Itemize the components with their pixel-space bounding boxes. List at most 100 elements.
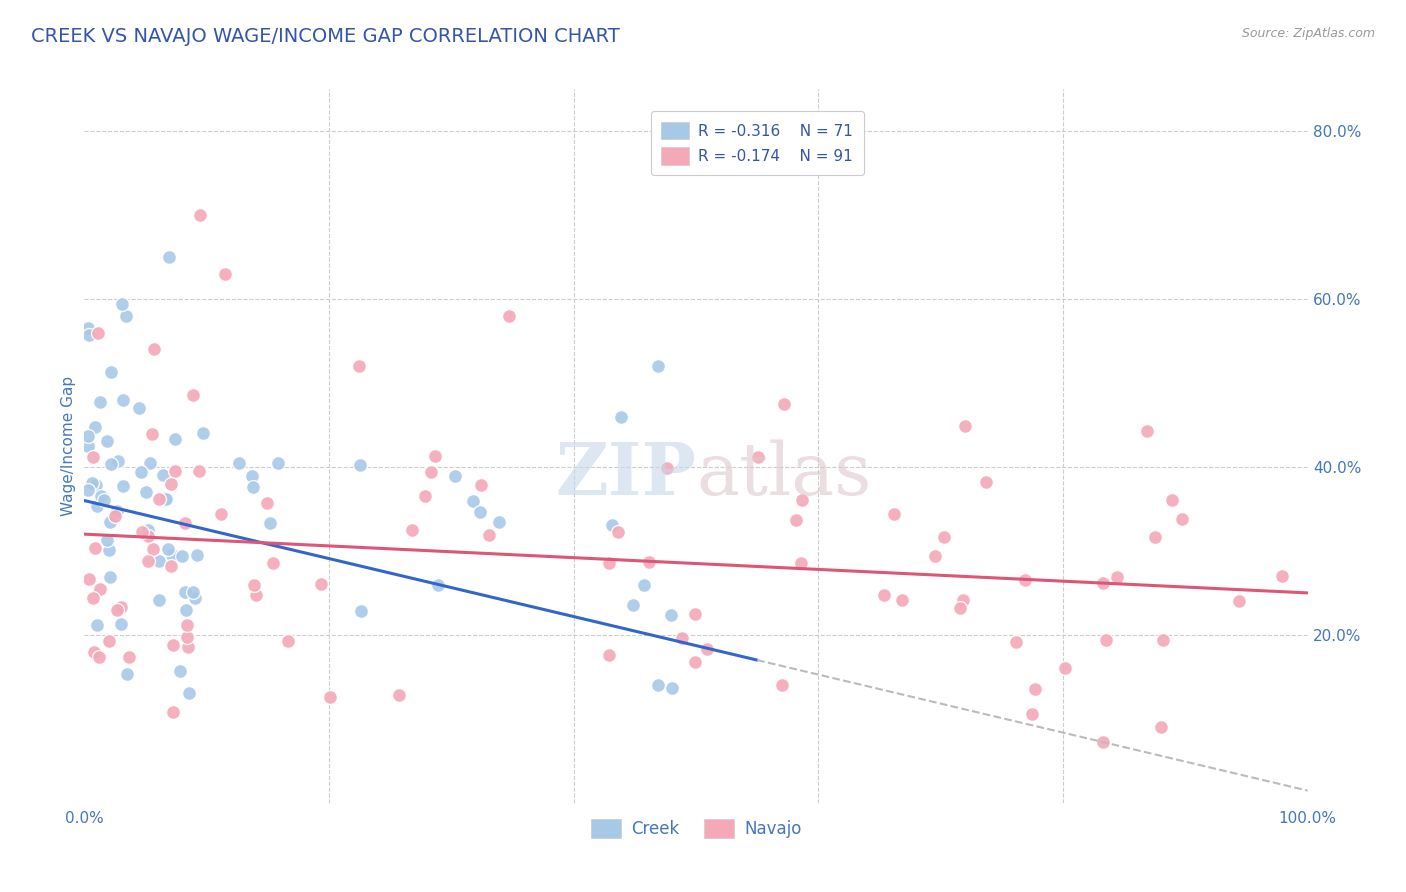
Point <box>461 493 484 508</box>
Point <box>266 456 288 470</box>
Point <box>177 640 200 655</box>
Point <box>498 309 520 323</box>
Point <box>891 593 914 607</box>
Point <box>470 505 492 519</box>
Point <box>136 554 159 568</box>
Point <box>135 484 157 499</box>
Point <box>89 395 111 409</box>
Point <box>191 426 214 441</box>
Point <box>623 598 645 612</box>
Point <box>148 491 170 506</box>
Point <box>155 492 177 507</box>
Point <box>160 559 183 574</box>
Point <box>96 533 118 547</box>
Point <box>100 365 122 379</box>
Point <box>1054 661 1077 675</box>
Text: Source: ZipAtlas.com: Source: ZipAtlas.com <box>1241 27 1375 40</box>
Point <box>129 465 152 479</box>
Point <box>245 588 267 602</box>
Point <box>84 420 107 434</box>
Point <box>1024 682 1046 697</box>
Point <box>318 690 340 704</box>
Point <box>349 604 371 618</box>
Point <box>256 496 278 510</box>
Point <box>747 450 769 465</box>
Point <box>157 250 180 264</box>
Point <box>420 465 443 479</box>
Point <box>186 548 208 562</box>
Point <box>1161 493 1184 508</box>
Point <box>413 489 436 503</box>
Point <box>79 328 101 343</box>
Point <box>176 631 198 645</box>
Point <box>117 650 139 665</box>
Point <box>80 475 103 490</box>
Point <box>785 513 807 527</box>
Point <box>100 457 122 471</box>
Point <box>77 483 100 497</box>
Point <box>162 705 184 719</box>
Point <box>181 387 204 401</box>
Point <box>349 458 371 472</box>
Point <box>89 582 111 596</box>
Point <box>131 524 153 539</box>
Point <box>426 577 449 591</box>
Point <box>924 549 946 564</box>
Point <box>128 401 150 416</box>
Point <box>242 469 264 483</box>
Point <box>1136 424 1159 438</box>
Point <box>607 524 630 539</box>
Point <box>82 591 104 606</box>
Point <box>773 397 796 411</box>
Point <box>683 607 706 621</box>
Point <box>1144 530 1167 544</box>
Point <box>98 515 121 529</box>
Point <box>86 499 108 513</box>
Point <box>162 638 184 652</box>
Point <box>671 631 693 645</box>
Point <box>141 426 163 441</box>
Point <box>115 667 138 681</box>
Point <box>190 208 212 222</box>
Point <box>932 530 955 544</box>
Point <box>661 681 683 696</box>
Point <box>107 454 129 468</box>
Point <box>90 489 112 503</box>
Point <box>148 593 170 607</box>
Point <box>872 588 894 602</box>
Point <box>77 429 100 443</box>
Point <box>98 633 121 648</box>
Point <box>401 523 423 537</box>
Point <box>1271 568 1294 582</box>
Point <box>174 603 197 617</box>
Text: atlas: atlas <box>696 439 872 510</box>
Text: CREEK VS NAVAJO WAGE/INCOME GAP CORRELATION CHART: CREEK VS NAVAJO WAGE/INCOME GAP CORRELAT… <box>31 27 620 45</box>
Point <box>242 480 264 494</box>
Point <box>142 343 165 357</box>
Point <box>349 359 371 374</box>
Legend: Creek, Navajo: Creek, Navajo <box>583 812 808 845</box>
Point <box>633 577 655 591</box>
Point <box>83 541 105 555</box>
Point <box>77 439 100 453</box>
Point <box>187 464 209 478</box>
Point <box>1021 707 1043 722</box>
Point <box>598 648 620 662</box>
Point <box>953 419 976 434</box>
Point <box>160 477 183 491</box>
Point <box>1152 632 1174 647</box>
Point <box>148 554 170 568</box>
Point <box>949 601 972 615</box>
Point <box>277 634 299 648</box>
Point <box>170 549 193 563</box>
Point <box>259 516 281 530</box>
Point <box>86 478 108 492</box>
Point <box>105 504 128 518</box>
Point <box>683 655 706 669</box>
Point <box>96 434 118 448</box>
Point <box>160 549 183 563</box>
Point <box>183 585 205 599</box>
Point <box>388 689 411 703</box>
Point <box>93 492 115 507</box>
Point <box>309 577 332 591</box>
